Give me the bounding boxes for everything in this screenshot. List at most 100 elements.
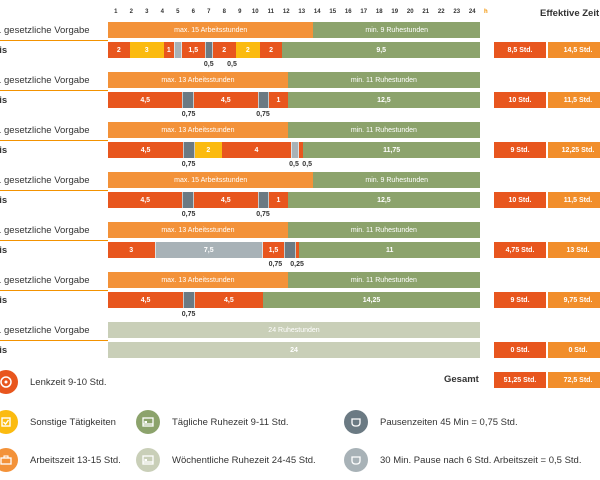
- praxis-segment: 3: [129, 42, 164, 58]
- vorgabe-row-label: x. gesetzliche Vorgabe: [0, 325, 90, 336]
- hour-tick-label: 7: [207, 9, 211, 15]
- hour-tick-label: 15: [329, 9, 337, 15]
- praxis-segment: 2: [194, 142, 222, 158]
- hour-unit-label: h: [484, 9, 488, 15]
- hour-tick-label: 22: [437, 9, 445, 15]
- legend-item: Tägliche Ruhezeit 9-11 Std.: [136, 410, 289, 434]
- pause-duration-label: 0,25: [290, 261, 304, 268]
- pause-icon: [344, 410, 368, 434]
- effective-time-working: 13 Std.: [548, 242, 600, 258]
- effective-time-working: 11,5 Std.: [548, 92, 600, 108]
- pause-duration-label: 0,75: [268, 261, 283, 268]
- praxis-segment: 1,5: [263, 242, 284, 258]
- effective-time-driving: 10 Std.: [494, 192, 546, 208]
- praxis-segment: [183, 292, 195, 308]
- legend-label: 30 Min. Pause nach 6 Std. Arbeitszeit = …: [380, 454, 582, 466]
- hour-tick-label: 1: [114, 9, 118, 15]
- vorgabe-row-label: x. gesetzliche Vorgabe: [0, 275, 90, 286]
- praxis-segment: [295, 242, 300, 258]
- bed-icon: [136, 410, 160, 434]
- row-divider: [0, 240, 108, 241]
- tasks-icon: [0, 410, 18, 434]
- praxis-segment: [290, 142, 299, 158]
- legend-label: Wöchentliche Ruhezeit 24-45 Std.: [172, 454, 316, 466]
- hour-tick-label: 3: [145, 9, 149, 15]
- effective-time-driving: 8,5 Std.: [494, 42, 546, 58]
- praxis-segment: 4,5: [194, 292, 263, 308]
- praxis-segment: 12,5: [287, 92, 480, 108]
- vorgabe-segment: max. 13 Arbeitsstunden: [108, 272, 288, 288]
- vorgabe-segment: max. 13 Arbeitsstunden: [108, 122, 288, 138]
- row-divider: [0, 190, 108, 191]
- praxis-segment: 4,5: [194, 92, 258, 108]
- hour-tick-label: 24: [468, 9, 476, 15]
- pause-duration-label: 0,75: [256, 211, 270, 218]
- praxis-segment: 9,5: [282, 42, 480, 58]
- vorgabe-segment: max. 15 Arbeitsstunden: [108, 172, 314, 188]
- effective-time-working: 12,25 Std.: [548, 142, 600, 158]
- praxis-segment: [298, 142, 304, 158]
- vorgabe-segment: min. 9 Ruhestunden: [313, 172, 480, 188]
- hour-tick-label: 13: [298, 9, 306, 15]
- effective-time-driving: 10 Std.: [494, 92, 546, 108]
- praxis-row-label: xis: [0, 45, 8, 56]
- hour-tick-label: 5: [176, 9, 180, 15]
- row-divider: [0, 340, 108, 341]
- vorgabe-segment: min. 11 Ruhestunden: [287, 122, 480, 138]
- praxis-segment: [283, 242, 296, 258]
- legend-label: Arbeitszeit 13-15 Std.: [30, 454, 121, 466]
- pause-duration-label: 0,5: [227, 61, 237, 68]
- effective-time-working: 11,5 Std.: [548, 192, 600, 208]
- praxis-segment: 1: [269, 192, 288, 208]
- praxis-segment: 4,5: [108, 142, 184, 158]
- briefcase-icon: [0, 448, 18, 472]
- vorgabe-segment: max. 13 Arbeitsstunden: [108, 72, 288, 88]
- hour-tick-label: 6: [191, 9, 195, 15]
- effective-time-driving: 0 Std.: [494, 342, 546, 358]
- pause-duration-label: 0,75: [256, 111, 270, 118]
- hour-tick-label: 20: [406, 9, 414, 15]
- pause-duration-label: 0,75: [181, 311, 196, 318]
- vorgabe-row-label: x. gesetzliche Vorgabe: [0, 175, 90, 186]
- legend-label: Lenkzeit 9-10 Std.: [30, 376, 107, 388]
- hour-tick-label: 23: [453, 9, 461, 15]
- praxis-segment: 2: [259, 42, 283, 58]
- legend-item: Arbeitszeit 13-15 Std.: [0, 448, 121, 472]
- pause-duration-label: 0,5: [302, 161, 313, 168]
- pause-duration-label: 0,5: [203, 61, 214, 68]
- total-driving: 51,25 Std.: [494, 372, 546, 388]
- praxis-segment: [204, 42, 213, 58]
- praxis-segment: 1,5: [181, 42, 205, 58]
- hour-tick-label: 11: [267, 9, 274, 15]
- vorgabe-row-label: x. gesetzliche Vorgabe: [0, 225, 90, 236]
- vorgabe-segment: max. 15 Arbeitsstunden: [108, 22, 314, 38]
- effective-time-working: 0 Std.: [548, 342, 600, 358]
- legend-label: Sonstige Tätigkeiten: [30, 416, 116, 428]
- vorgabe-segment: min. 11 Ruhestunden: [287, 272, 480, 288]
- row-divider: [0, 140, 108, 141]
- hour-tick-label: 9: [238, 9, 242, 15]
- pause-duration-label: 0,75: [181, 211, 196, 218]
- praxis-segment: 3: [108, 242, 155, 258]
- praxis-segment: 4,5: [108, 92, 183, 108]
- effective-time-working: 14,5 Std.: [548, 42, 600, 58]
- praxis-segment: 11,75: [303, 142, 480, 158]
- praxis-row-label: xis: [0, 345, 8, 356]
- praxis-segment: 2: [212, 42, 236, 58]
- praxis-segment: [182, 92, 195, 108]
- praxis-segment: [173, 42, 182, 58]
- row-divider: [0, 90, 108, 91]
- praxis-segment: 24: [108, 342, 480, 358]
- effective-time-title: Effektive Zeit: [540, 8, 600, 19]
- bed-icon: [136, 448, 160, 472]
- row-divider: [0, 40, 108, 41]
- vorgabe-segment: min. 9 Ruhestunden: [313, 22, 480, 38]
- legend-item: Lenkzeit 9-10 Std.: [0, 370, 107, 394]
- praxis-segment: 4: [221, 142, 291, 158]
- praxis-segment: 12,5: [287, 192, 480, 208]
- vorgabe-row-label: x. gesetzliche Vorgabe: [0, 25, 90, 36]
- pause-duration-label: 0,5: [289, 161, 299, 168]
- praxis-segment: 4,5: [108, 292, 184, 308]
- pause-duration-label: 0,75: [181, 161, 196, 168]
